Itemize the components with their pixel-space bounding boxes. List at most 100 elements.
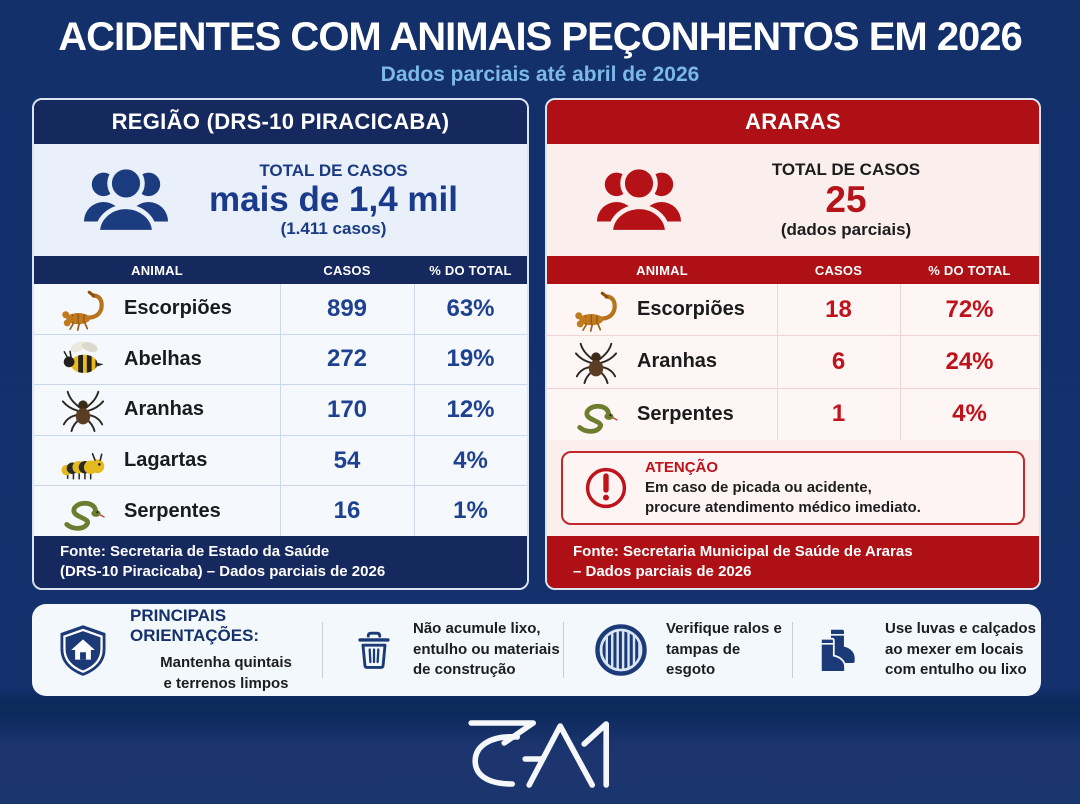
column-header-percent: % DO TOTAL bbox=[928, 262, 1011, 278]
guideline-item: Não acumule lixo, entulho ou materiais d… bbox=[323, 604, 563, 696]
percent-value: 19% bbox=[446, 345, 495, 373]
percent-value: 12% bbox=[446, 395, 495, 423]
region-total-section: TOTAL DE CASOS mais de 1,4 mil (1.411 ca… bbox=[34, 144, 527, 256]
attention-text: Em caso de picada ou acidente, procure a… bbox=[645, 478, 921, 518]
cases-value: 1 bbox=[831, 400, 846, 428]
page-subtitle: Dados parciais até abril de 2026 bbox=[380, 63, 700, 86]
total-cases-value: mais de 1,4 mil bbox=[208, 180, 459, 220]
page-title: ACIDENTES COM ANIMAIS PEÇONHENTOS EM 202… bbox=[58, 15, 1023, 59]
attention-line: procure atendimento médico imediato. bbox=[645, 498, 921, 516]
column-divider bbox=[280, 284, 281, 536]
percent-value: 1% bbox=[453, 497, 488, 525]
guidelines-title: PRINCIPAIS ORIENTAÇÕES: bbox=[130, 605, 260, 645]
araras-table-body: Escorpiões 18 72% Aranhas 6 24% Serpente… bbox=[547, 284, 1039, 440]
percent-value: 63% bbox=[446, 294, 495, 322]
animal-name: Abelhas bbox=[124, 347, 202, 370]
column-header-percent: % DO TOTAL bbox=[429, 262, 512, 278]
total-cases-label: TOTAL DE CASOS bbox=[771, 160, 921, 180]
table-row: Escorpiões 899 63% bbox=[34, 284, 527, 335]
region-table-body: Escorpiões 899 63% Abelhas 272 19% Aranh… bbox=[34, 284, 527, 536]
source-line: – Dados parciais de 2026 bbox=[573, 563, 752, 580]
scorpion-icon bbox=[573, 287, 619, 333]
cases-value: 272 bbox=[326, 345, 368, 373]
spider-icon bbox=[60, 387, 106, 433]
snake-icon bbox=[573, 391, 619, 437]
column-divider bbox=[414, 284, 415, 536]
trash-bin-icon bbox=[351, 626, 397, 674]
araras-source: Fonte: Secretaria Municipal de Saúde de … bbox=[547, 536, 1039, 588]
animal-name: Escorpiões bbox=[124, 297, 232, 320]
cases-value: 899 bbox=[326, 294, 368, 322]
spider-icon bbox=[573, 339, 619, 385]
column-header-animal: ANIMAL bbox=[131, 262, 183, 278]
attention-section: ATENÇÃO Em caso de picada ou acidente, p… bbox=[547, 440, 1039, 536]
snake-icon bbox=[60, 488, 106, 534]
attention-title: ATENÇÃO bbox=[645, 458, 719, 476]
divider bbox=[792, 622, 793, 678]
column-header-animal: ANIMAL bbox=[636, 262, 688, 278]
araras-table-header: ANIMAL CASOS % DO TOTAL bbox=[547, 256, 1039, 284]
exclamation-icon bbox=[583, 465, 629, 511]
animal-name: Aranhas bbox=[637, 350, 718, 373]
people-group-icon bbox=[78, 157, 174, 243]
animal-name: Lagartas bbox=[124, 449, 208, 472]
araras-panel-title: ARARAS bbox=[547, 100, 1039, 144]
percent-value: 24% bbox=[945, 347, 994, 375]
animal-name: Serpentes bbox=[637, 402, 734, 425]
percent-value: 4% bbox=[453, 446, 488, 474]
drain-cover-icon bbox=[592, 621, 650, 679]
cases-value: 18 bbox=[825, 295, 852, 323]
column-divider bbox=[777, 284, 778, 440]
animal-name: Aranhas bbox=[124, 398, 205, 421]
cases-value: 54 bbox=[333, 446, 361, 474]
cases-value: 16 bbox=[333, 497, 361, 525]
table-row: Abelhas 272 19% bbox=[34, 335, 527, 386]
percent-value: 4% bbox=[952, 400, 987, 428]
table-row: Escorpiões 18 72% bbox=[547, 284, 1039, 337]
source-line: (DRS-10 Piracicaba) – Dados parciais de … bbox=[60, 563, 386, 580]
cases-value: 6 bbox=[831, 347, 846, 375]
araras-panel: ARARAS TOTAL DE CASOS 25 (dados parciais… bbox=[545, 98, 1041, 590]
araras-total-section: TOTAL DE CASOS 25 (dados parciais) bbox=[547, 144, 1039, 256]
source-line: Fonte: Secretaria Municipal de Saúde de … bbox=[573, 543, 913, 561]
total-cases-note: (1.411 casos) bbox=[280, 218, 387, 238]
people-group-icon bbox=[591, 157, 687, 243]
region-panel: REGIÃO (DRS-10 PIRACICABA) TOTAL DE CASO… bbox=[32, 98, 529, 590]
divider bbox=[322, 622, 323, 678]
total-cases-label: TOTAL DE CASOS bbox=[259, 161, 408, 181]
cases-value: 170 bbox=[326, 395, 368, 423]
region-table-header: ANIMAL CASOS % DO TOTAL bbox=[34, 256, 527, 284]
region-panel-title: REGIÃO (DRS-10 PIRACICABA) bbox=[34, 100, 527, 144]
guideline-item: Verifique ralos e tampas de esgoto bbox=[564, 604, 792, 696]
rubber-boots-icon bbox=[811, 623, 869, 677]
total-cases-note: (dados parciais) bbox=[780, 219, 912, 239]
source-line: Fonte: Secretaria de Estado da Saúde bbox=[60, 543, 330, 561]
guideline-text: Não acumule lixo, entulho ou materiais d… bbox=[413, 619, 560, 679]
guideline-text: Verifique ralos e tampas de esgoto bbox=[666, 619, 782, 679]
guideline-item: Use luvas e calçados ao mexer em locais … bbox=[793, 604, 1041, 696]
guideline-text: Mantenha quintais e terrenos limpos bbox=[160, 653, 292, 692]
total-cases-value: 25 bbox=[825, 179, 867, 221]
column-header-cases: CASOS bbox=[814, 262, 863, 278]
guidelines-bar: PRINCIPAIS ORIENTAÇÕES: Mantenha quintai… bbox=[32, 604, 1041, 696]
bee-icon bbox=[60, 336, 106, 382]
guideline-text: Use luvas e calçados ao mexer em locais … bbox=[885, 619, 1036, 679]
divider bbox=[563, 622, 564, 678]
column-header-cases: CASOS bbox=[323, 262, 371, 278]
animal-name: Serpentes bbox=[124, 499, 221, 522]
table-row: Serpentes 1 4% bbox=[547, 389, 1039, 440]
table-row: Aranhas 6 24% bbox=[547, 336, 1039, 389]
attention-line: Em caso de picada ou acidente, bbox=[645, 478, 872, 496]
caterpillar-icon bbox=[60, 438, 106, 484]
guideline-item: PRINCIPAIS ORIENTAÇÕES: Mantenha quintai… bbox=[32, 604, 322, 696]
attention-box: ATENÇÃO Em caso de picada ou acidente, p… bbox=[561, 451, 1025, 525]
ra1-logo bbox=[441, 714, 631, 799]
table-row: Serpentes 16 1% bbox=[34, 486, 527, 536]
shield-house-icon bbox=[56, 622, 110, 678]
column-divider bbox=[900, 284, 901, 440]
animal-name: Escorpiões bbox=[637, 298, 745, 321]
region-source: Fonte: Secretaria de Estado da Saúde (DR… bbox=[34, 536, 527, 588]
percent-value: 72% bbox=[945, 295, 994, 323]
scorpion-icon bbox=[60, 286, 106, 332]
